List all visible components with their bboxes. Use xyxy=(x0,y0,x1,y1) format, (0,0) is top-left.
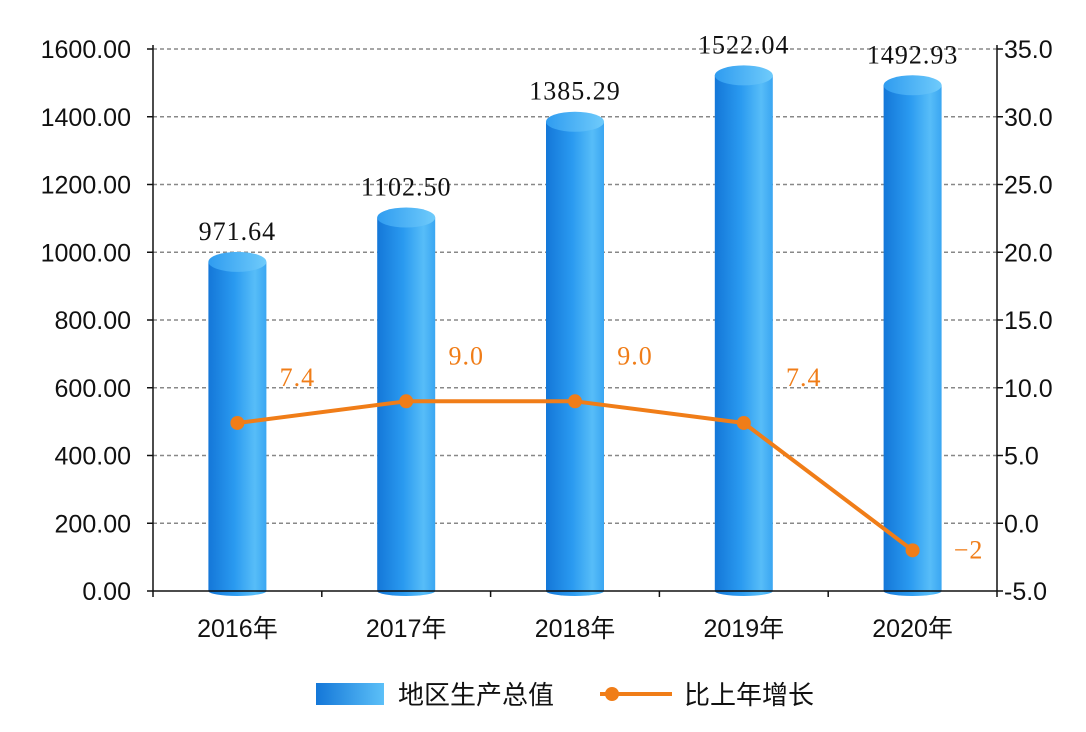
line-series xyxy=(230,394,920,558)
bar-body xyxy=(883,85,942,597)
left-tick-label: 800.00 xyxy=(55,307,131,335)
bar xyxy=(546,111,604,597)
legend-line-marker xyxy=(605,687,619,701)
legend: 地区生产总值 比上年增长 xyxy=(316,681,814,711)
growth-point xyxy=(736,415,751,430)
growth-point xyxy=(905,543,920,558)
right-tick-label: 30.0 xyxy=(1004,104,1053,132)
left-tick-label: 1200.00 xyxy=(41,172,131,200)
left-tick-label: 600.00 xyxy=(55,375,131,403)
bar-value-label: 1522.04 xyxy=(698,30,790,59)
growth-point xyxy=(568,394,582,409)
bar-body xyxy=(546,121,604,597)
bar xyxy=(883,75,942,597)
x-tick-label: 2020年 xyxy=(872,615,953,643)
bar-top xyxy=(883,75,942,96)
x-tick-label: 2016年 xyxy=(197,615,278,643)
bar-body xyxy=(714,75,773,597)
right-tick-label: 5.0 xyxy=(1004,443,1039,471)
right-tick-label: 20.0 xyxy=(1004,239,1053,267)
left-tick-label: 1000.00 xyxy=(41,239,131,267)
growth-value-label: −2 xyxy=(954,535,984,564)
right-tick-label: -5.0 xyxy=(1004,578,1047,606)
growth-value-label: 7.4 xyxy=(280,363,316,392)
legend-bar-label: 地区生产总值 xyxy=(398,681,554,711)
bar-top xyxy=(377,207,436,228)
legend-bar-swatch xyxy=(316,683,384,705)
left-tick-label: 0.00 xyxy=(82,578,131,606)
right-tick-label: 10.0 xyxy=(1004,375,1053,403)
growth-value-label: 9.0 xyxy=(617,341,653,370)
bar-top xyxy=(546,111,604,132)
data-labels: 971.64 1102.50 1385.29 1522.04 1492.93 7.4 9.0… xyxy=(199,30,984,564)
x-tick-label: 2017年 xyxy=(366,615,447,643)
growth-point xyxy=(230,415,245,430)
bar-value-label: 971.64 xyxy=(199,217,277,246)
growth-point xyxy=(399,394,414,409)
bar-top xyxy=(208,251,267,272)
bar-top xyxy=(714,65,773,86)
right-tick-label: 0.0 xyxy=(1004,510,1039,538)
left-tick-label: 400.00 xyxy=(55,443,131,471)
left-tick-label: 1400.00 xyxy=(41,104,131,132)
legend-line-label: 比上年增长 xyxy=(684,681,814,711)
bar xyxy=(714,65,773,597)
right-tick-label: 25.0 xyxy=(1004,172,1053,200)
left-tick-label: 200.00 xyxy=(55,510,131,538)
bar-value-label: 1492.93 xyxy=(867,40,959,69)
growth-value-label: 9.0 xyxy=(448,341,484,370)
bar-series xyxy=(208,65,942,597)
axes: 0.00 200.00 400.00 600.00 800.00 1000.00 1200.… xyxy=(41,36,1053,643)
x-tick-label: 2018年 xyxy=(535,615,616,643)
right-tick-label: 15.0 xyxy=(1004,307,1053,335)
right-tick-label: 35.0 xyxy=(1004,36,1053,64)
bar-value-label: 1385.29 xyxy=(529,77,621,106)
bar-value-label: 1102.50 xyxy=(361,173,452,202)
left-tick-label: 1600.00 xyxy=(41,36,131,64)
growth-value-label: 7.4 xyxy=(786,363,822,392)
x-tick-label: 2019年 xyxy=(703,615,784,643)
